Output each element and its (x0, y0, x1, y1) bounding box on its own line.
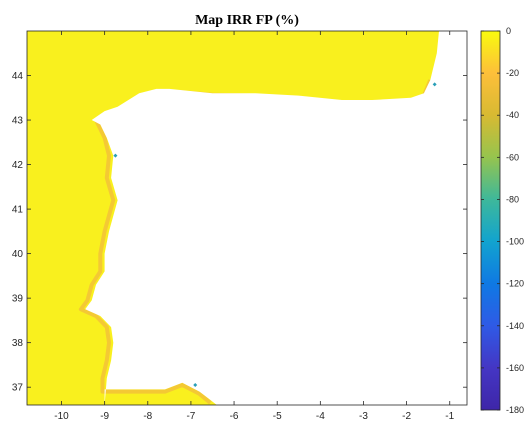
colorbar-tick-label: -140 (506, 321, 524, 331)
y-tick-label: 42 (12, 160, 24, 171)
colorbar-ticks: 0 -20 -40 -60 -80 -100 -120 -140 -160 -180 (481, 26, 524, 415)
axes-frame (26, 30, 468, 406)
x-tick-label: -6 (230, 411, 239, 422)
colorbar-tick-label: -100 (506, 237, 524, 247)
y-tick-label: 37 (12, 383, 24, 394)
colorbar-tick-label: -120 (506, 279, 524, 289)
colorbar: 0 -20 -40 -60 -80 -100 -120 -140 -160 -180 (480, 26, 524, 415)
colorbar-tick-label: -40 (506, 110, 519, 120)
colorbar-tick-label: -20 (506, 68, 519, 78)
chart-title: Map IRR FP (%) (195, 13, 299, 28)
colorbar-tick-label: -60 (506, 152, 519, 162)
x-tick-label: -7 (186, 411, 195, 422)
y-tick-label: 41 (12, 205, 24, 216)
x-tick-label: -4 (316, 411, 325, 422)
y-tick-label: 39 (12, 294, 24, 305)
x-tick-label: -10 (54, 411, 69, 422)
iberian-peninsula-land (85, 31, 467, 405)
x-axis-ticks: -10 -9 -8 -7 -6 -5 -4 -3 -2 -1 (54, 31, 455, 422)
y-axis-ticks: 37 38 39 40 41 42 43 44 (12, 71, 467, 394)
map-axes: -10 -9 -8 -7 -6 -5 -4 -3 -2 -1 37 38 39 40 41 42 43 44 (12, 30, 468, 422)
y-tick-label: 43 (12, 116, 24, 127)
x-tick-label: -2 (402, 411, 411, 422)
colorbar-tick-label: -180 (506, 405, 524, 415)
x-tick-label: -8 (143, 411, 152, 422)
y-tick-label: 40 (12, 249, 24, 260)
y-tick-label: 44 (12, 71, 24, 82)
x-tick-label: -3 (359, 411, 368, 422)
colorbar-tick-label: -80 (506, 194, 519, 204)
x-tick-label: -9 (100, 411, 109, 422)
colorbar-gradient (481, 31, 500, 410)
colorbar-tick-label: 0 (506, 26, 511, 36)
colorbar-tick-label: -160 (506, 363, 524, 373)
x-tick-label: -1 (445, 411, 454, 422)
x-tick-label: -5 (273, 411, 282, 422)
colorbar-frame (480, 30, 501, 411)
y-tick-label: 38 (12, 338, 24, 349)
